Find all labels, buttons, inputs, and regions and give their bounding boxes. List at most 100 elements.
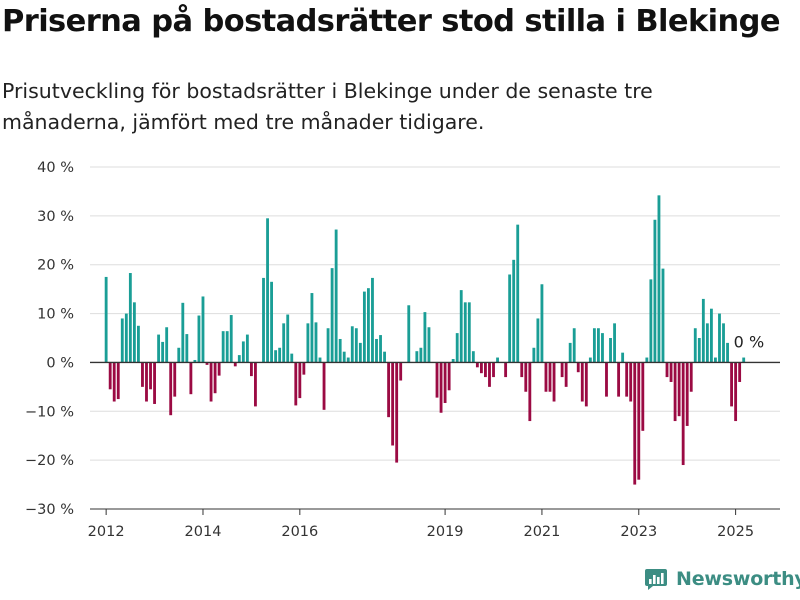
bar [572,328,576,363]
bar [387,362,391,418]
bar [201,296,205,363]
x-tick-label: 2023 [620,524,657,540]
chart-subtitle: Prisutveckling för bostadsrätter i Bleki… [2,79,653,134]
bar [633,362,637,485]
bar [653,219,657,363]
bar [342,351,346,363]
bar [330,268,334,363]
bar [479,362,483,374]
bar [241,341,245,363]
bar [314,322,318,363]
bar [548,362,552,392]
bar [645,357,649,363]
bar [205,362,209,365]
bar [475,362,479,368]
bar [649,279,653,363]
bar [379,335,382,363]
bars [104,195,746,485]
bar [229,315,233,363]
bar [354,328,358,363]
bar [564,362,568,387]
bar [310,293,314,363]
bar [306,323,310,363]
bar [520,362,524,378]
bar [350,326,354,363]
bar [145,362,148,402]
bar [383,351,386,363]
newsworthy-brand: Newsworthy [644,567,800,591]
bar [237,355,241,363]
bar [669,362,673,382]
bar [245,334,249,363]
bar [358,342,362,363]
x-tick-label: 2021 [523,524,560,540]
last-value-label: 0 % [734,332,764,351]
bar [197,315,201,363]
bar [173,362,177,397]
bar [673,362,677,422]
bar [685,362,689,426]
bar [661,268,665,363]
bar [576,362,580,373]
bar [540,284,544,363]
bar [742,357,746,363]
y-tick-label: 20 % [37,258,74,274]
bar [233,362,237,367]
bar [153,362,156,404]
bar [657,195,661,363]
bar [399,362,403,381]
bar [254,362,257,407]
x-tick-label: 2014 [185,524,222,540]
y-tick-label: −30 % [25,502,74,518]
y-axis-tick-labels: 40 % 30 % 20 % 10 % 0 % −10 % −20 % −30 % [25,160,74,518]
bar [209,362,213,402]
bar [149,362,152,390]
bar [609,338,612,363]
bar [488,362,491,387]
bar [419,347,423,363]
bar [221,331,225,363]
bar [681,362,685,466]
y-tick-label: −10 % [25,404,74,420]
bar [677,362,681,417]
bar [641,362,645,431]
bar [726,342,729,363]
y-tick-label: −20 % [25,453,74,469]
bar [536,318,540,363]
x-tick-label: 2012 [88,524,125,540]
bar [371,277,374,363]
bar [181,302,185,363]
y-tick-label: 30 % [37,209,74,225]
bar [524,362,528,392]
bar [552,362,556,402]
bar [629,362,633,402]
chart-title: Priserna på bostadsrätter stod stilla i … [2,4,781,39]
bar [375,338,378,363]
bar [625,362,629,397]
bar [225,331,229,363]
bar [492,362,495,378]
bar [334,229,338,363]
bar [568,342,572,363]
bar [326,328,330,363]
bar [463,302,467,363]
x-tick-label: 2019 [427,524,464,540]
bar [621,352,625,363]
bar [588,357,592,363]
bar [120,318,124,363]
bar [734,362,738,422]
bar [415,351,419,363]
bar [693,328,697,363]
bar [112,362,116,402]
bar [427,327,431,363]
bar [189,362,193,395]
bar [697,338,701,363]
bar [467,302,471,363]
bar [286,314,290,363]
bar [601,333,604,363]
bar [443,362,447,403]
bar [584,362,588,407]
bar [346,357,350,363]
bar [459,290,463,363]
bar [217,362,221,376]
